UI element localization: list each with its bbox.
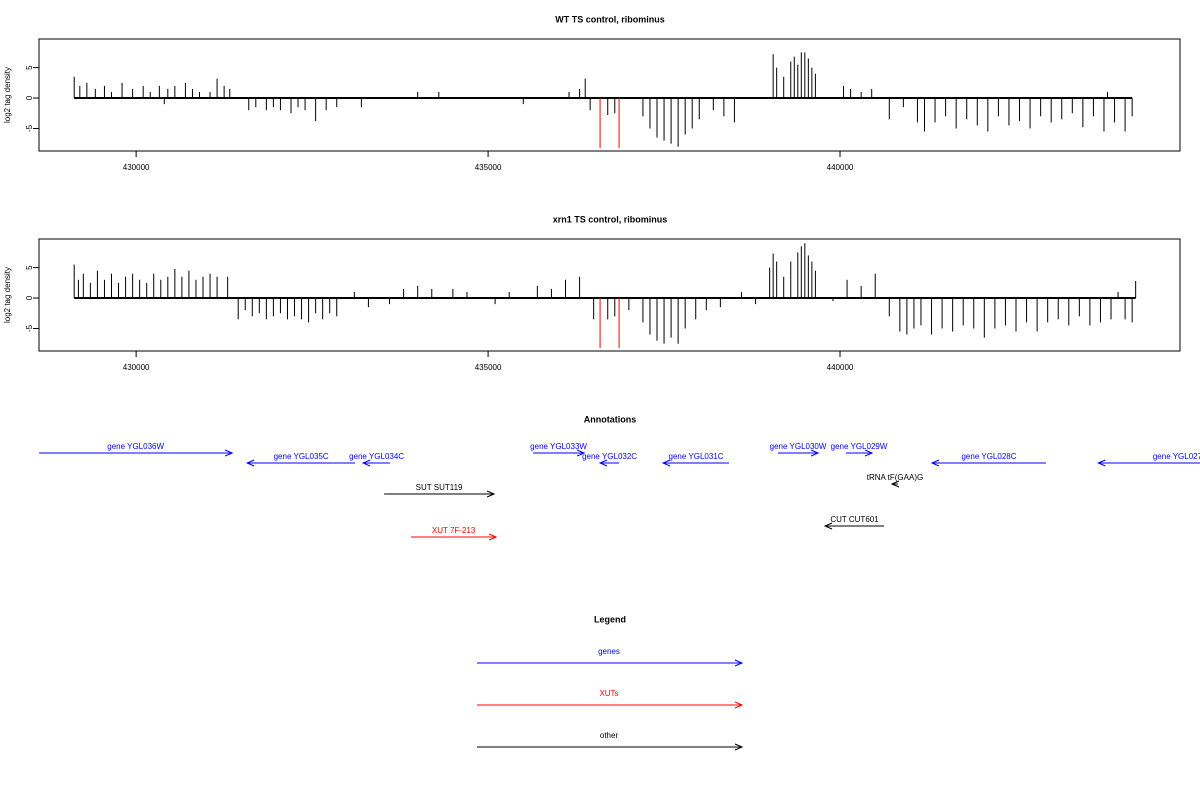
feature-arrow-head xyxy=(245,459,255,467)
y-tick-label: -5 xyxy=(25,124,34,132)
x-tick-label: 430000 xyxy=(123,163,150,172)
feature-label: gene YGL028C xyxy=(961,452,1016,461)
x-tick-label: 435000 xyxy=(475,163,502,172)
feature-label: gene YGL029W xyxy=(831,442,888,451)
feature-arrow-head xyxy=(486,490,496,498)
feature-label: gene YGL035C xyxy=(274,452,329,461)
annotation-title: Annotations xyxy=(584,414,637,424)
legend-label: other xyxy=(600,731,619,740)
feature-label: gene YGL033W xyxy=(530,442,587,451)
y-tick-label: 5 xyxy=(25,65,34,70)
legend-title: Legend xyxy=(594,614,626,624)
feature-label: gene YGL030W xyxy=(770,442,827,451)
feature-label: CUT CUT601 xyxy=(830,515,879,524)
legend-label: XUTs xyxy=(599,689,618,698)
feature-arrow-head xyxy=(576,449,586,457)
feature-arrow-head xyxy=(1097,459,1106,467)
chart-title: xrn1 TS control, ribominus xyxy=(553,214,668,224)
plot-frame xyxy=(38,238,1181,352)
y-tick-label: 0 xyxy=(25,295,34,300)
x-tick-label: 430000 xyxy=(123,363,150,372)
feature-arrow-head xyxy=(890,480,900,488)
y-tick-label: 0 xyxy=(25,95,34,100)
y-axis-label: log2 tag density xyxy=(3,267,12,323)
feature-label: SUT SUT119 xyxy=(416,483,463,492)
feature-arrow-head xyxy=(361,459,371,467)
legend-arrow-head xyxy=(734,743,744,751)
feature-label: gene YGL031C xyxy=(669,452,724,461)
feature-arrow-head xyxy=(930,459,940,467)
feature-label: XUT 7F-213 xyxy=(432,526,476,535)
x-tick-label: 440000 xyxy=(827,363,854,372)
feature-label: gene YGL034C xyxy=(349,452,404,461)
x-tick-label: 440000 xyxy=(827,163,854,172)
legend-arrow-head xyxy=(734,659,744,667)
feature-label: gene YGL032C xyxy=(582,452,637,461)
feature-label: tRNA tF(GAA)G xyxy=(867,473,923,482)
plot-frame xyxy=(38,38,1181,152)
feature-label: gene YGL027C xyxy=(1153,452,1200,461)
y-axis-label: log2 tag density xyxy=(3,67,12,123)
feature-arrow-head xyxy=(864,449,874,457)
y-tick-label: -5 xyxy=(25,324,34,332)
y-tick-label: 5 xyxy=(25,265,34,270)
feature-label: gene YGL036W xyxy=(107,442,164,451)
legend-arrow-head xyxy=(734,701,744,709)
feature-arrow-head xyxy=(224,449,234,457)
legend-label: genes xyxy=(598,647,620,656)
chart-title: WT TS control, ribominus xyxy=(555,14,665,24)
feature-arrow-head xyxy=(661,459,671,467)
feature-arrow-head xyxy=(598,459,608,467)
x-tick-label: 435000 xyxy=(475,363,502,372)
feature-arrow-head xyxy=(810,449,820,457)
feature-arrow-head xyxy=(823,522,833,530)
feature-arrow-head xyxy=(488,533,498,541)
